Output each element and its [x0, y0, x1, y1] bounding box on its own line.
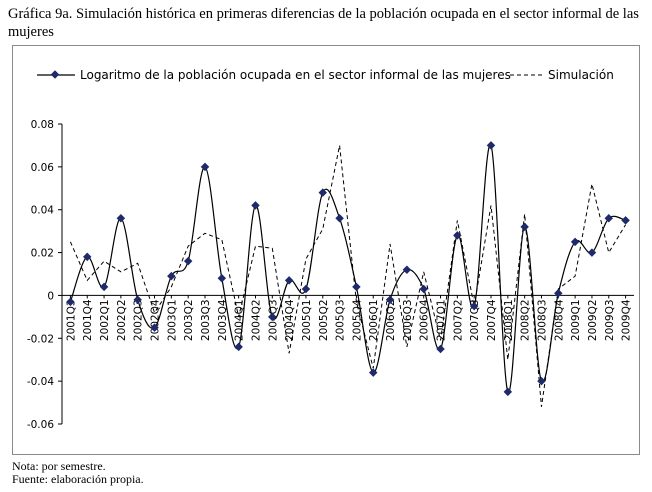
data-point-observed: [133, 295, 142, 304]
data-point-observed: [66, 297, 75, 307]
data-point-observed: [503, 387, 513, 397]
data-point-observed: [469, 301, 479, 311]
data-point-observed: [335, 214, 344, 223]
y-tick-label: 0.08: [31, 119, 54, 131]
data-point-observed: [251, 201, 260, 210]
x-tick-label: 2002Q3: [133, 299, 145, 341]
data-point-observed: [520, 222, 529, 232]
x-tick-label: 2004Q3: [267, 299, 279, 341]
x-tick-label: 2001Q3: [65, 299, 77, 341]
x-tick-label: 2003Q1: [166, 299, 178, 341]
x-tick-label: 2007Q2: [452, 299, 464, 341]
data-point-observed: [268, 312, 277, 322]
x-tick-label: 2006Q4: [419, 299, 431, 341]
series-layer: [66, 141, 630, 407]
y-axis: 0.08 0.06 0.04 0.02 0 -0.02 -0.04 -0.06: [27, 119, 63, 431]
x-tick-label: 2002Q2: [116, 299, 128, 341]
data-point-observed: [453, 231, 462, 240]
x-tick-label: 2009Q4: [621, 299, 633, 341]
x-tick-label: 2007Q3: [469, 299, 481, 341]
x-axis: 2001Q3 2001Q4 2002Q1 2002Q2 2002Q3 2002Q4 2003…: [62, 294, 634, 341]
y-tick-label: -0.02: [27, 333, 54, 345]
data-point-observed: [116, 214, 126, 223]
x-tick-label: 2002Q4: [150, 299, 162, 341]
x-tick-label: 2008Q2: [520, 299, 532, 341]
x-tick-label: 2005Q2: [318, 299, 330, 341]
x-tick-label: 2001Q4: [82, 299, 94, 341]
x-tick-label: 2009Q3: [604, 299, 616, 341]
source-text: Fuente: elaboración propia.: [12, 472, 144, 486]
y-tick-label: 0.06: [31, 162, 55, 174]
data-point-observed: [419, 284, 428, 294]
data-point-observed: [217, 274, 227, 283]
data-point-observed: [301, 284, 311, 294]
data-point-observed: [604, 214, 614, 223]
legend-label-observed: Logaritmo de la población ocupada en el …: [80, 68, 511, 82]
data-point-observed: [284, 276, 294, 285]
data-point-observed: [554, 289, 563, 298]
data-point-observed: [385, 295, 395, 304]
data-point-observed: [436, 344, 445, 354]
series-line-simulation: [69, 145, 627, 407]
data-point-observed: [621, 216, 630, 225]
x-tick-label: 2004Q2: [250, 299, 262, 341]
x-tick-label: 2008Q4: [553, 299, 565, 341]
y-tick-label: -0.06: [27, 419, 54, 431]
x-tick-label: 2005Q3: [335, 299, 347, 341]
data-point-observed: [368, 368, 378, 377]
legend-label-simulation: Simulación: [548, 68, 614, 82]
y-tick-label: 0.04: [31, 205, 55, 217]
data-point-observed: [570, 237, 580, 247]
series-line-observed: [69, 144, 626, 393]
x-tick-label: 2003Q3: [200, 299, 212, 341]
data-point-observed: [318, 188, 328, 197]
data-point-observed: [82, 252, 92, 262]
legend: Logaritmo de la población ocupada en el …: [37, 68, 614, 82]
x-tick-label: 2002Q1: [99, 299, 111, 341]
data-point-observed: [167, 271, 176, 281]
x-tick-label: 2006Q2: [385, 299, 397, 341]
x-tick-label: 2008Q1: [503, 299, 515, 341]
x-tick-label: 2006Q3: [402, 299, 414, 341]
x-tick-label: 2003Q4: [217, 299, 229, 341]
data-point-observed: [150, 323, 159, 332]
data-point-observed: [200, 162, 210, 172]
x-tick-label: 2005Q1: [301, 299, 313, 341]
x-tick-label: 2003Q2: [183, 299, 195, 341]
data-point-observed: [486, 141, 496, 150]
data-point-observed: [352, 282, 361, 292]
chart-frame: [12, 45, 640, 455]
y-tick-label: 0.02: [31, 248, 54, 260]
data-point-observed: [99, 282, 109, 292]
y-tick-label: -0.04: [27, 376, 54, 388]
x-tick-label: 2007Q4: [486, 299, 498, 341]
data-point-observed: [183, 256, 193, 266]
note-text: Nota: por semestre.: [12, 459, 106, 473]
x-tick-label: 2006Q1: [368, 299, 380, 341]
x-tick-label: 2008Q3: [536, 299, 548, 341]
data-point-observed: [537, 376, 546, 386]
y-tick-label: 0: [47, 290, 54, 302]
data-point-observed: [234, 342, 243, 352]
data-point-observed: [402, 265, 412, 274]
x-tick-label: 2009Q2: [587, 299, 599, 341]
x-tick-label: 2009Q1: [570, 299, 582, 341]
chart-title: Gráfica 9a. Simulación histórica en prim…: [8, 6, 639, 40]
legend-marker-observed: [50, 70, 60, 79]
